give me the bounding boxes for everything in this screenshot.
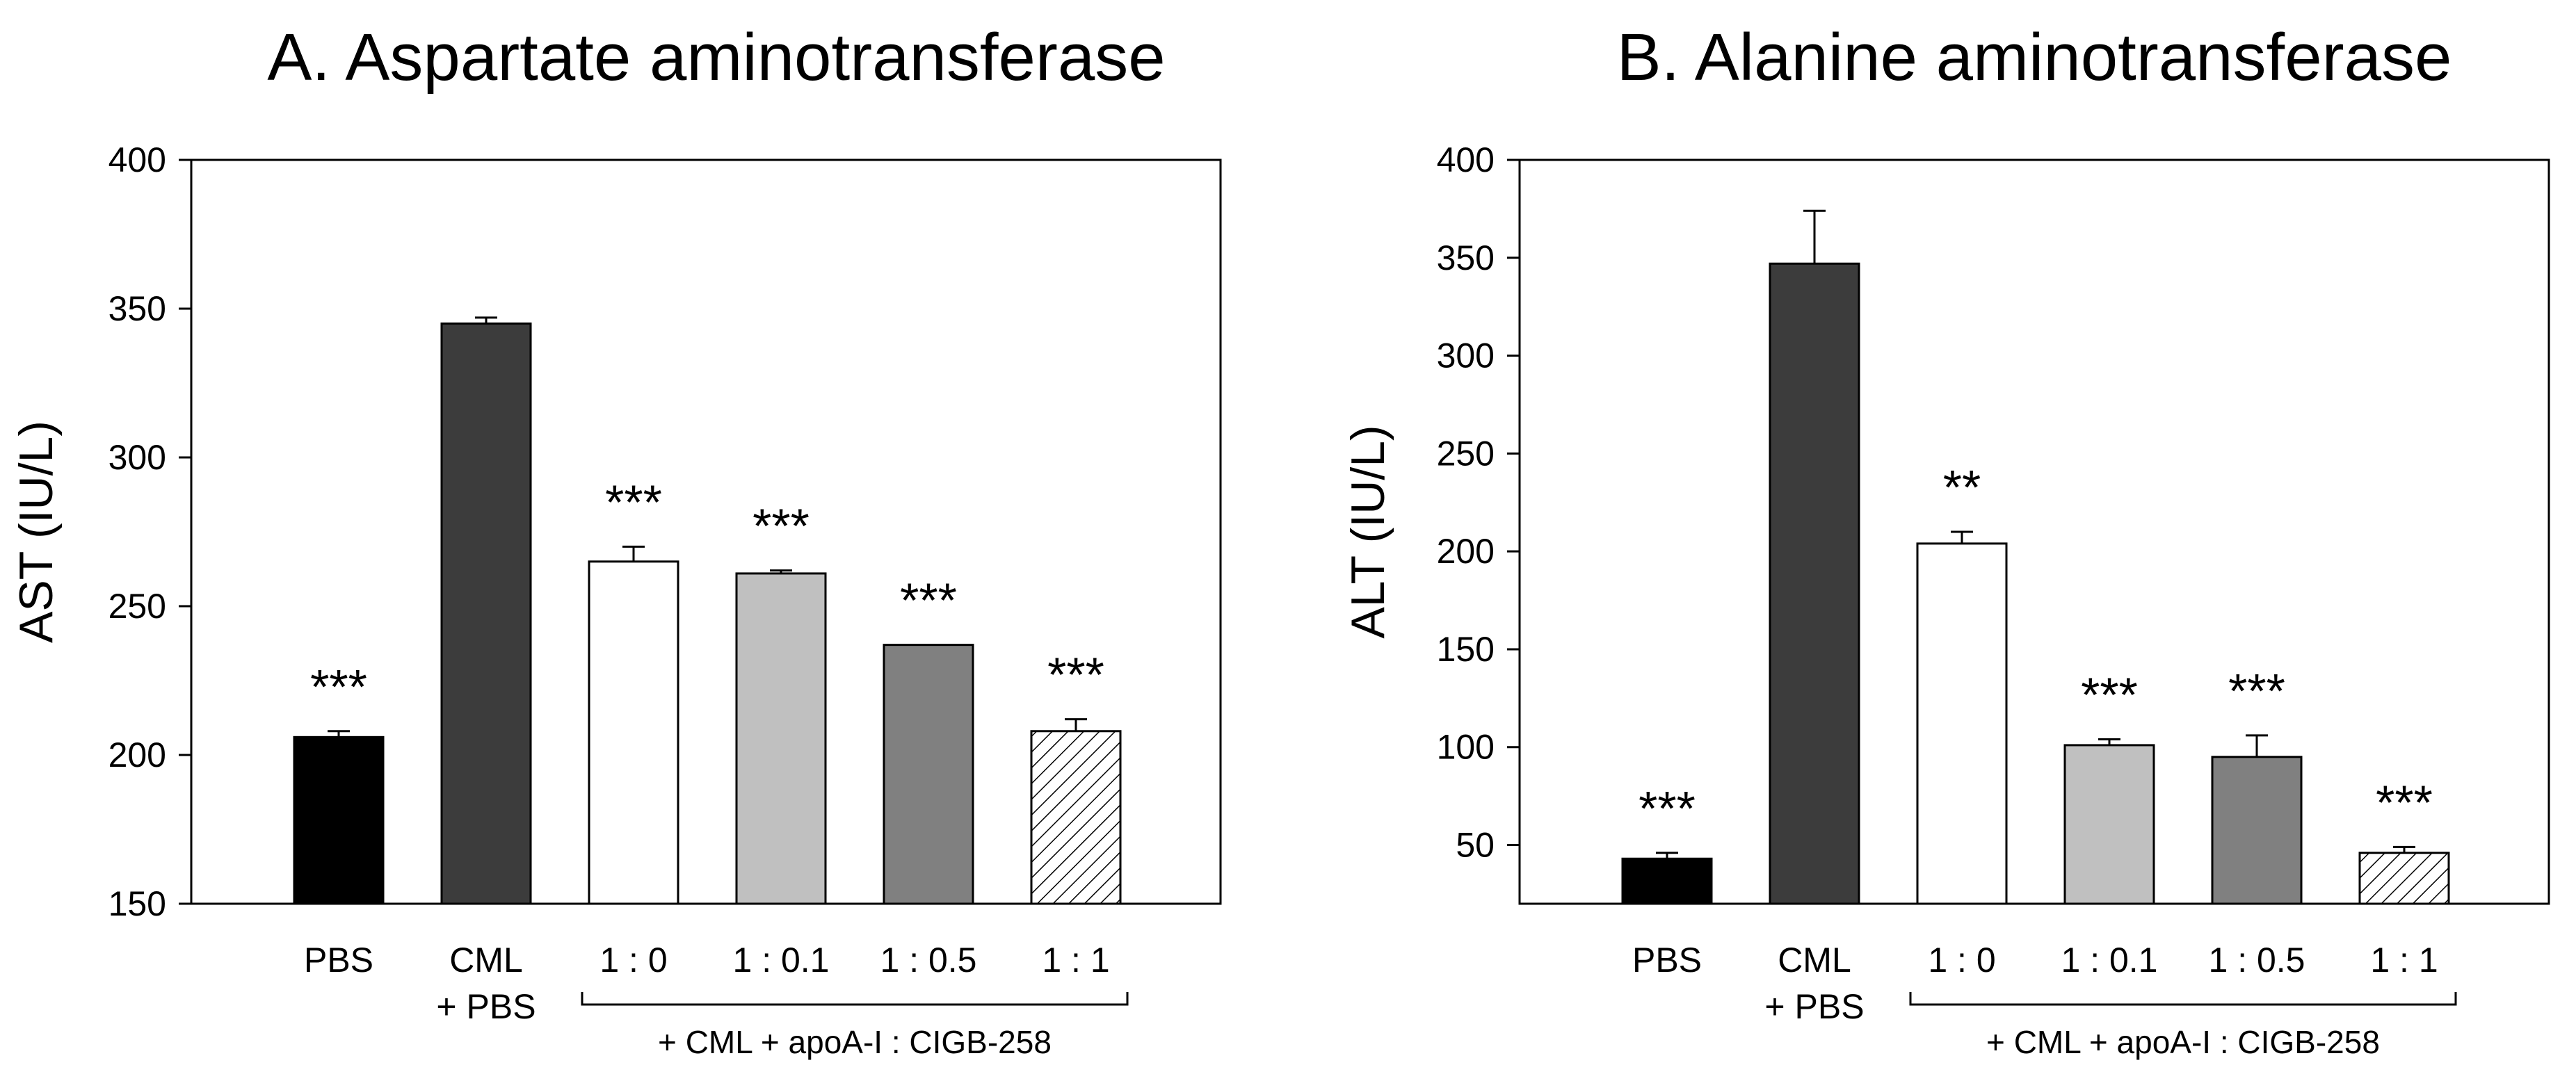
panel-b-significance-label: ** [1943,460,1981,514]
panel-b-y-tick-label: 400 [1437,140,1495,179]
panel-b: B. Alanine aminotransferase ALT (IU/L) 5… [1342,20,2550,1060]
panel-a-group-bracket: + CML + apoA-I : CIGB-258 [581,992,1129,1060]
panel-a-group-bracket-line [581,992,1129,1006]
panel-a-bar [735,572,827,905]
panel-b-category-label: 1 : 0.1 [2061,941,2158,980]
panel-b-category-label: PBS [1632,941,1702,980]
panel-b-y-axis: 50 100 150 200 250 300 350 400 [1437,140,1520,865]
panel-a-y-tick-label: 150 [108,884,166,923]
panel-a-group-label: + CML + apoA-I : CIGB-258 [658,1024,1052,1060]
panel-b-plot-frame [1518,159,2550,905]
panel-b-category-label-line2: + PBS [1764,987,1864,1026]
panel-a-bar [293,735,385,905]
panel-b-y-tick-label: 200 [1437,532,1495,571]
panel-a-y-axis: 150 200 250 300 350 400 [108,140,191,923]
panel-a-bars: *** *** *** *** *** [293,316,1122,905]
panel-b-y-tick-label: 350 [1437,238,1495,277]
panel-a-significance-label: *** [752,499,810,553]
panel-a-category-label: 1 : 1 [1042,941,1109,980]
panel-b-bar [2211,756,2303,905]
panel-a-y-tick-label: 400 [108,140,166,179]
panel-a-y-tick-label: 350 [108,289,166,328]
panel-a-y-tick-label: 300 [108,438,166,477]
panel-b-x-axis: PBS CML + PBS 1 : 0 1 : 0.1 1 : 0.5 1 : 1 [1632,941,2438,1026]
panel-a-y-tick-label: 200 [108,735,166,774]
panel-b-significance-label: *** [2228,664,2285,718]
panel-a-title: A. Aspartate aminotransferase [267,20,1165,95]
panel-b-y-tick-label: 150 [1437,630,1495,669]
panel-a-significance-label: *** [605,475,662,529]
panel-a-x-axis: PBS CML + PBS 1 : 0 1 : 0.1 1 : 0.5 1 : 1 [304,941,1110,1026]
panel-a-category-label: CML [449,941,523,980]
panel-b-y-tick-label: 100 [1437,728,1495,767]
panel-a-category-label-line2: + PBS [436,987,536,1026]
panel-b-y-axis-label: ALT (IU/L) [1342,425,1394,638]
panel-b-group-bracket-line [1909,992,2457,1006]
panel-a-bar [588,560,679,905]
panel-a-category-label: 1 : 0.1 [733,941,830,980]
panel-a: A. Aspartate aminotransferase AST (IU/L)… [10,20,1222,1060]
panel-b-significance-label: *** [2376,775,2433,829]
panel-b-bar [2358,852,2450,905]
panel-b-group-bracket: + CML + apoA-I : CIGB-258 [1909,992,2457,1060]
panel-b-category-label: 1 : 0 [1928,941,1995,980]
panel-a-significance-label: *** [900,574,957,628]
panel-b-category-label: 1 : 1 [2370,941,2438,980]
panel-b-significance-label: *** [1639,781,1696,836]
panel-a-bar [1030,730,1122,905]
panel-a-significance-label: *** [310,660,367,714]
panel-b-title: B. Alanine aminotransferase [1617,20,2452,95]
panel-b-category-label: 1 : 0.5 [2209,941,2305,980]
panel-a-bar [440,322,532,905]
panel-a-y-axis-label: AST (IU/L) [10,421,63,643]
panel-a-category-label: 1 : 0 [599,941,667,980]
panel-a-category-label: 1 : 0.5 [880,941,977,980]
panel-b-significance-label: *** [2081,667,2138,722]
panel-a-significance-label: *** [1047,648,1104,702]
panel-a-plot-frame [190,159,1222,905]
panel-b-bar [1621,857,1713,905]
panel-b-bars: ******** ****** [1621,209,2450,905]
panel-b-y-tick-label: 300 [1437,336,1495,375]
panel-b-y-tick-label: 250 [1437,434,1495,473]
panel-b-bar [1916,542,2008,905]
panel-b-group-label: + CML + apoA-I : CIGB-258 [1986,1024,2380,1060]
panel-b-category-label: CML [1778,941,1851,980]
panel-b-bar [2063,744,2155,905]
panel-a-bar [883,644,974,905]
panel-b-bar [1769,262,1860,905]
panel-a-y-tick-label: 250 [108,587,166,626]
panel-b-y-tick-label: 50 [1456,826,1495,865]
panel-a-category-label: PBS [304,941,373,980]
